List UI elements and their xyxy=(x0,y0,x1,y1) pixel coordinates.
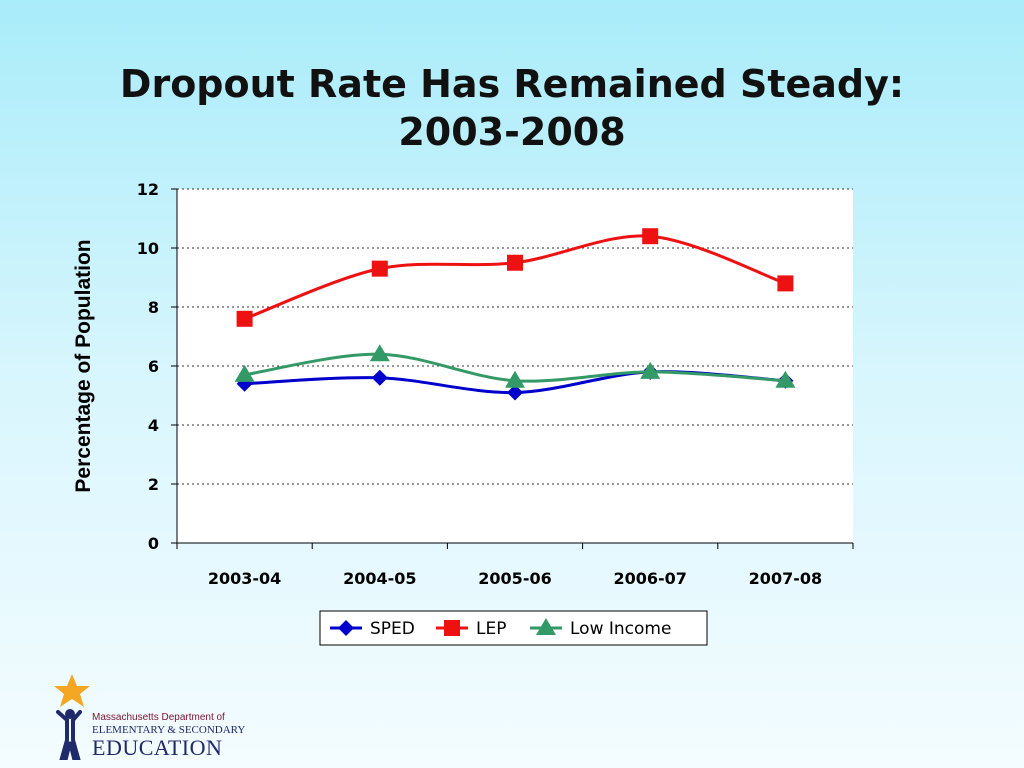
y-tick-label: 12 xyxy=(137,180,159,199)
x-tick-label: 2005-06 xyxy=(478,569,551,588)
data-point-sped xyxy=(371,369,388,386)
legend-marker xyxy=(536,618,556,635)
slide-title: Dropout Rate Has Remained Steady: 2003-2… xyxy=(0,60,1024,156)
doe-logo: Massachusetts Department of ELEMENTARY &… xyxy=(48,672,248,762)
slide-title-line1: Dropout Rate Has Remained Steady: xyxy=(119,62,905,106)
data-point-lep xyxy=(236,310,253,327)
data-point-lep xyxy=(371,260,388,277)
y-axis-label: Percentage of Population xyxy=(72,239,95,492)
x-tick-label: 2003-04 xyxy=(208,569,281,588)
x-tick-label: 2007-08 xyxy=(749,569,822,588)
y-tick-label: 8 xyxy=(148,298,159,317)
y-tick-label: 2 xyxy=(148,475,159,494)
legend-label: LEP xyxy=(476,619,506,639)
y-tick-label: 6 xyxy=(148,357,159,376)
y-tick-label: 4 xyxy=(148,416,159,435)
data-point-sped xyxy=(507,384,523,401)
legend-label: Low Income xyxy=(570,619,671,639)
y-tick-label: 0 xyxy=(148,534,159,553)
data-point-lep xyxy=(507,254,523,271)
data-point-low-income xyxy=(234,364,255,382)
data-point-low-income xyxy=(505,370,525,388)
logo-text-line3: EDUCATION xyxy=(92,735,223,760)
data-point-low-income xyxy=(775,370,796,388)
legend-marker xyxy=(338,620,354,636)
data-point-low-income xyxy=(369,344,390,362)
y-tick-label: 10 xyxy=(137,239,159,258)
star-figure-icon xyxy=(54,674,90,760)
data-point-lep xyxy=(642,228,659,245)
x-tick-label: 2006-07 xyxy=(613,569,686,588)
slide-title-line2: 2003-2008 xyxy=(398,110,626,154)
legend-label: SPED xyxy=(370,619,415,639)
data-point-low-income xyxy=(640,361,661,379)
legend-marker xyxy=(444,620,460,636)
x-tick-label: 2004-05 xyxy=(343,569,416,588)
data-point-lep xyxy=(777,275,794,292)
legend xyxy=(319,610,708,646)
logo-text-line2: ELEMENTARY & SECONDARY xyxy=(92,724,246,736)
line-chart: 0 2 4 6 8 10 12 2003-04 2004-05 2005-06 2006-07 200… xyxy=(72,180,854,646)
logo-text-line1: Massachusetts Department of xyxy=(92,712,225,723)
